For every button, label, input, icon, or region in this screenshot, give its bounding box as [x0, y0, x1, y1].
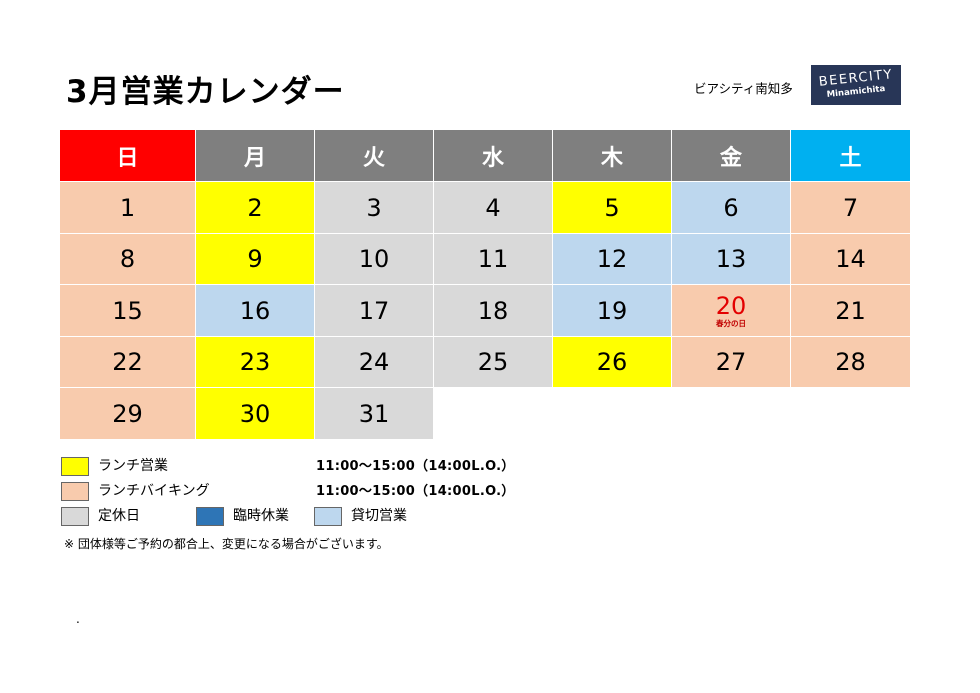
calendar-day-29: 29: [60, 388, 195, 439]
calendar-day-19: 19: [553, 285, 671, 336]
day-number: 22: [112, 348, 143, 376]
day-number: 6: [723, 193, 739, 222]
calendar-day-11: 11: [434, 234, 552, 284]
weekday-header-0: 日: [60, 130, 195, 181]
day-number: 15: [112, 296, 143, 325]
calendar-day-14: 14: [791, 234, 910, 284]
calendar-day-7: 7: [791, 182, 910, 233]
day-number: 7: [842, 193, 859, 222]
legend-swatch-buffet: [61, 482, 89, 501]
legend-label-lunch: ランチ営業: [98, 458, 168, 474]
day-number: 10: [358, 245, 390, 273]
day-number: 3: [366, 193, 382, 222]
calendar-day-15: 15: [60, 285, 195, 336]
calendar-day-4: 4: [434, 182, 552, 233]
day-number: 16: [239, 296, 271, 325]
day-number: 11: [477, 245, 509, 273]
day-number: 30: [239, 399, 271, 428]
stray-dot: .: [76, 612, 80, 626]
calendar-day-20: 20 春分の日: [672, 285, 790, 336]
calendar-day-18: 18: [434, 285, 552, 336]
calendar-day-27: 27: [672, 337, 790, 387]
page-title: 3月営業カレンダー: [66, 74, 345, 110]
weekday-header-2: 火: [315, 130, 433, 181]
calendar-day-3: 3: [315, 182, 433, 233]
calendar-day-17: 17: [315, 285, 433, 336]
calendar-grid: 日月火水木金土 1 2 3 4 5 6 7 8 9 10 11 12 13 14 15 16 17 18 19 20 春分…: [60, 130, 911, 440]
day-number: 18: [477, 296, 509, 325]
calendar-day-8: 8: [60, 234, 195, 284]
day-number: 29: [112, 399, 143, 428]
calendar-day-12: 12: [553, 234, 671, 284]
calendar-day-26: 26: [553, 337, 671, 387]
day-number: 24: [358, 348, 390, 376]
holiday-note: 春分の日: [716, 318, 746, 328]
legend-hours-buffet: 11:00～15:00（14:00L.O.）: [316, 484, 515, 499]
day-number: 21: [835, 296, 866, 325]
calendar-day-21: 21: [791, 285, 910, 336]
legend-hours-lunch: 11:00～15:00（14:00L.O.）: [316, 459, 515, 474]
day-number: 26: [596, 348, 628, 376]
calendar-day-6: 6: [672, 182, 790, 233]
calendar-day-16: 16: [196, 285, 314, 336]
calendar-day-2: 2: [196, 182, 314, 233]
day-number: 27: [715, 348, 747, 376]
day-number: 28: [835, 348, 866, 376]
weekday-header-6: 土: [791, 130, 910, 181]
calendar-day-22: 22: [60, 337, 195, 387]
day-number: 31: [358, 399, 390, 428]
legend-label-temporary-closed: 臨時休業: [233, 508, 289, 524]
legend-label-closed: 定休日: [98, 508, 140, 524]
day-number: 9: [247, 245, 263, 273]
day-number: 14: [835, 245, 866, 273]
calendar-day-10: 10: [315, 234, 433, 284]
day-number: 17: [358, 296, 390, 325]
day-number: 19: [596, 296, 628, 325]
weekday-header-5: 金: [672, 130, 790, 181]
day-number: 5: [604, 193, 620, 222]
day-number: 13: [715, 245, 747, 273]
legend-swatch-temporary-closed: [196, 507, 224, 526]
legend-swatch-lunch: [61, 457, 89, 476]
weekday-header-3: 水: [434, 130, 552, 181]
day-number: 23: [239, 348, 271, 376]
day-number: 1: [119, 193, 136, 222]
calendar-day-5: 5: [553, 182, 671, 233]
calendar-day-13: 13: [672, 234, 790, 284]
calendar-day-1: 1: [60, 182, 195, 233]
beercity-logo: BEERCITY Minamichita: [811, 65, 901, 105]
calendar-day-28: 28: [791, 337, 910, 387]
legend-label-private: 貸切営業: [351, 508, 407, 524]
day-number: 12: [596, 245, 628, 273]
legend-swatch-closed: [61, 507, 89, 526]
calendar-day-24: 24: [315, 337, 433, 387]
calendar-day-23: 23: [196, 337, 314, 387]
day-number: 8: [119, 245, 136, 273]
day-number: 25: [477, 348, 509, 376]
day-number: 4: [485, 193, 501, 222]
day-number: 20: [715, 291, 747, 320]
weekday-header-1: 月: [196, 130, 314, 181]
footnote: ※ 団体様等ご予約の都合上、変更になる場合がございます。: [64, 537, 389, 551]
calendar-day-9: 9: [196, 234, 314, 284]
calendar-day-25: 25: [434, 337, 552, 387]
day-number: 2: [247, 193, 263, 222]
legend-swatch-private: [314, 507, 342, 526]
legend-label-buffet: ランチバイキング: [98, 483, 210, 499]
calendar-day-30: 30: [196, 388, 314, 439]
weekday-header-4: 木: [553, 130, 671, 181]
store-name: ビアシティ南知多: [694, 81, 793, 96]
calendar-day-31: 31: [315, 388, 433, 439]
